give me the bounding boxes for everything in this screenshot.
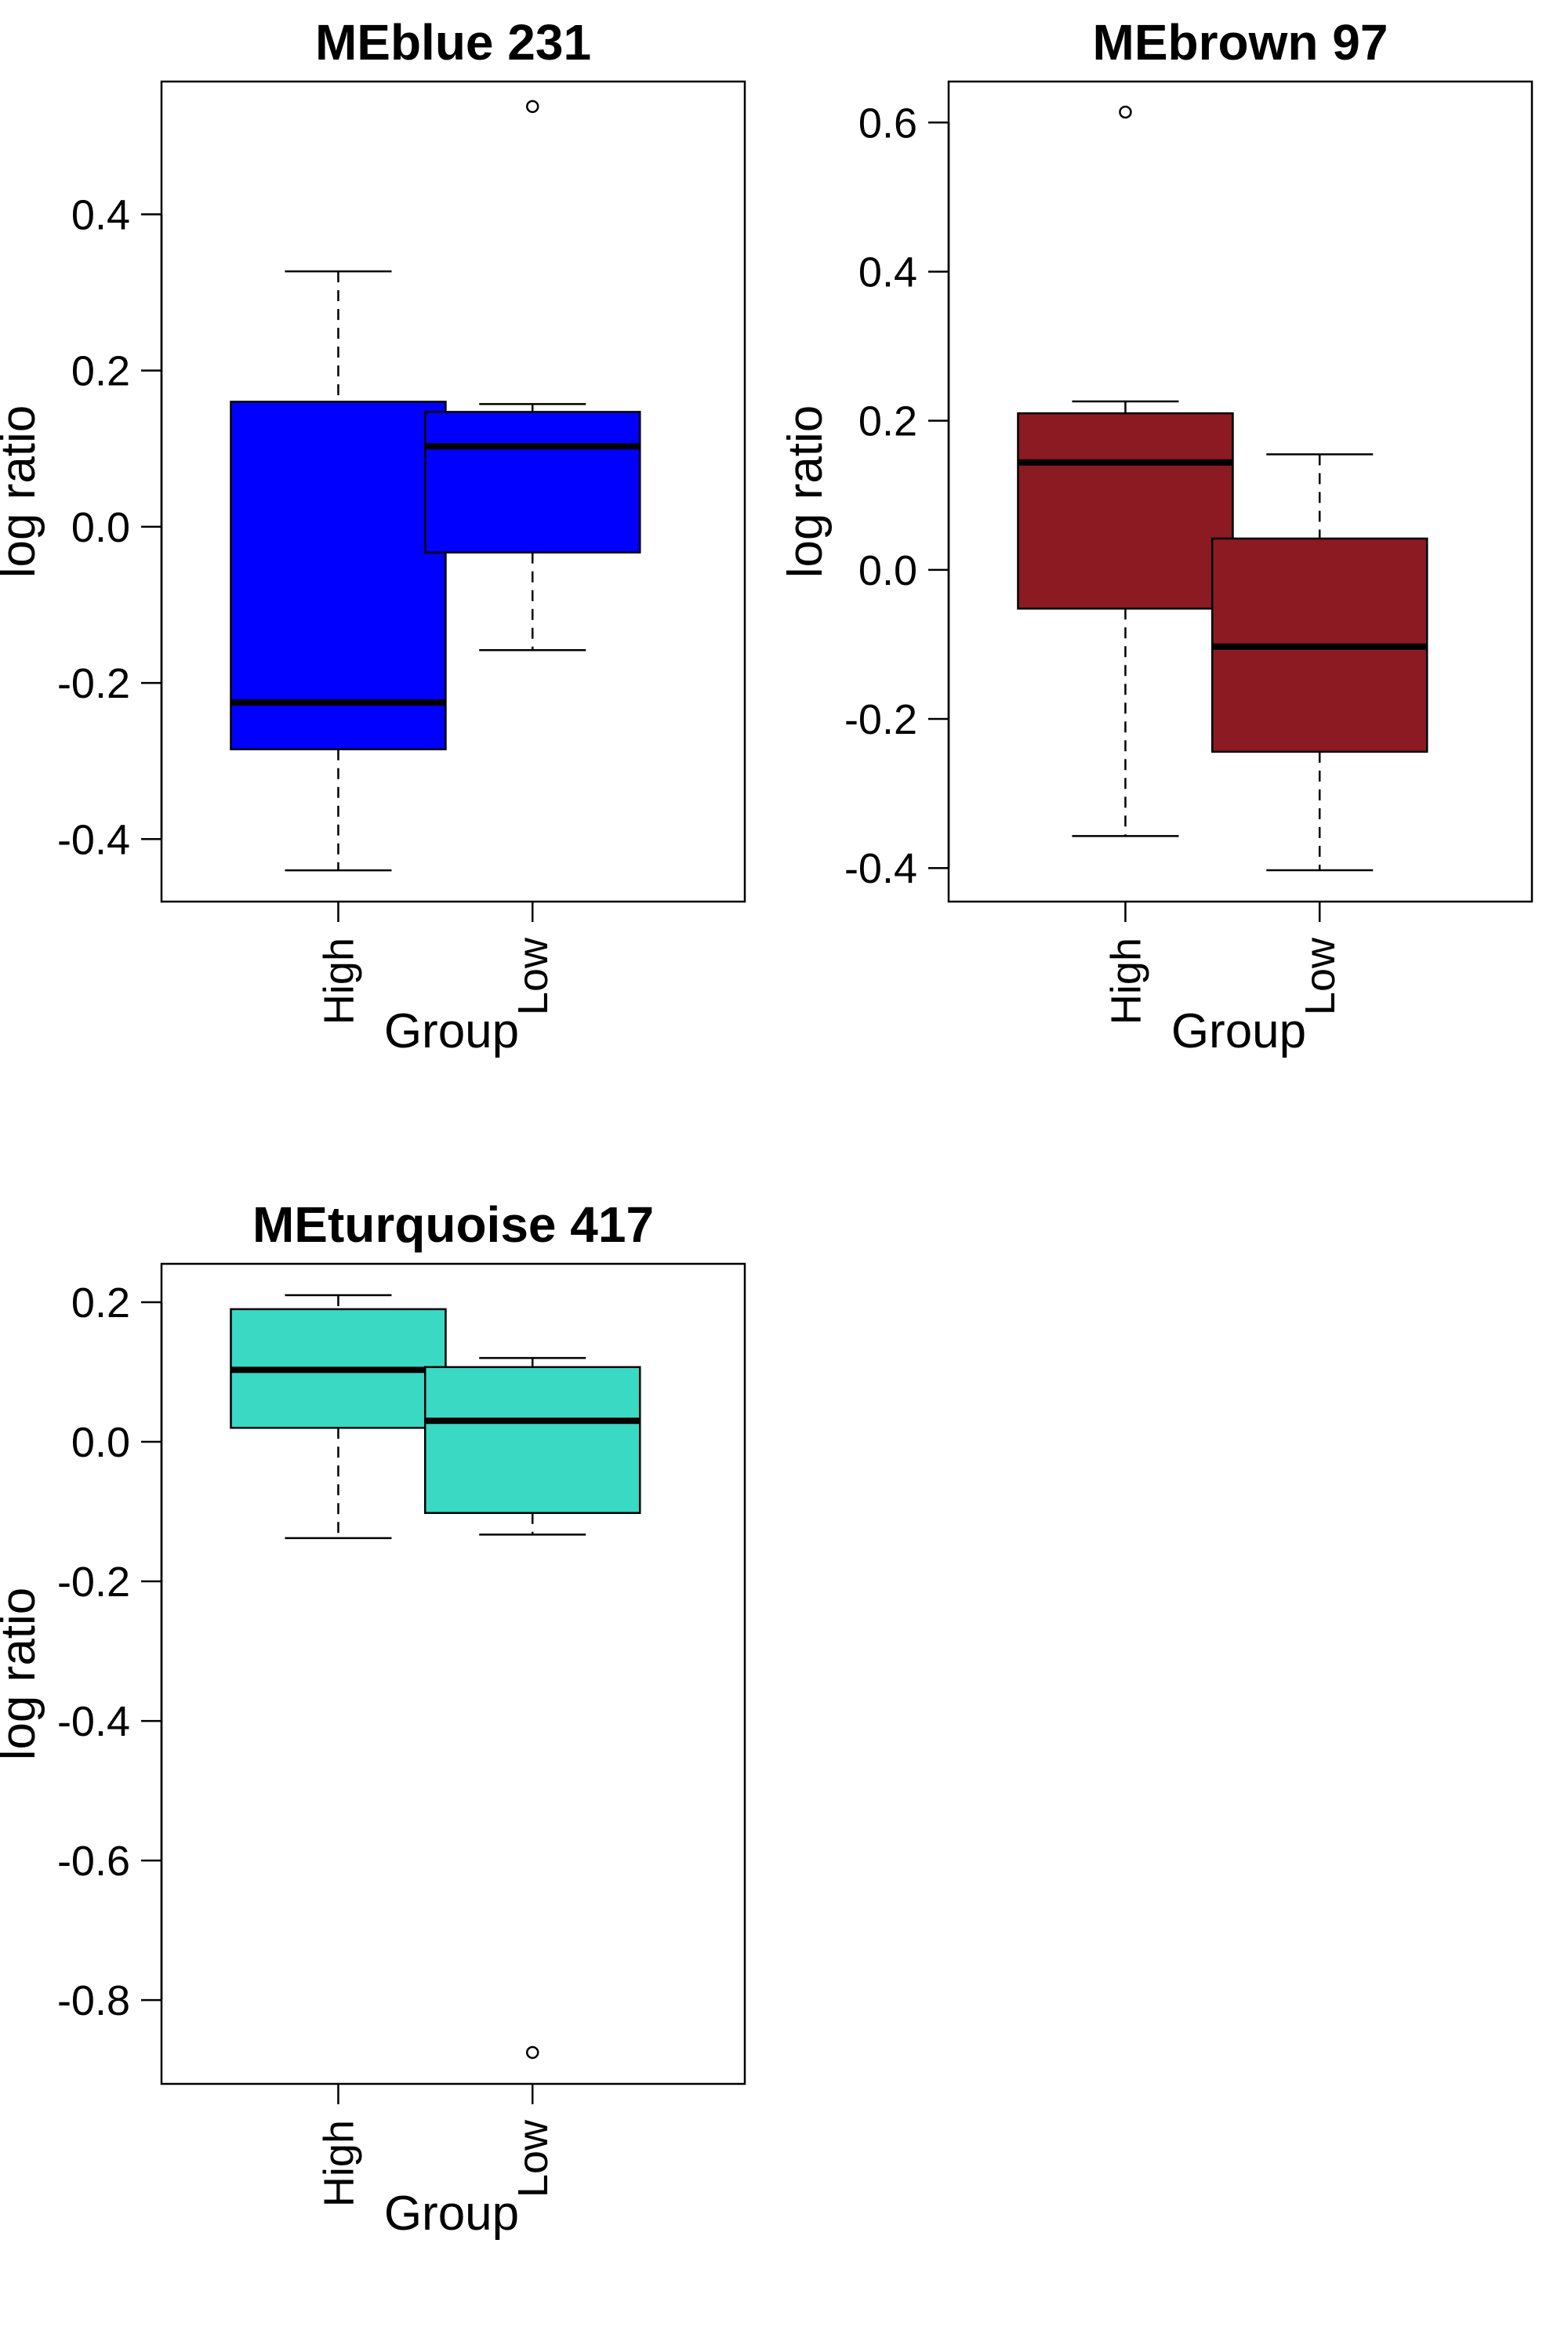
x-axis-label: Group xyxy=(384,2187,519,2241)
iqr-box xyxy=(423,411,641,554)
x-axis-label: Group xyxy=(1171,1004,1306,1058)
x-tick-label: High xyxy=(315,2120,362,2207)
y-tick-label: -0.4 xyxy=(57,1698,130,1745)
x-tick-label: High xyxy=(1102,938,1149,1025)
y-tick-label: 0.4 xyxy=(858,249,917,296)
outlier-point xyxy=(525,2045,539,2060)
chart-title: MEblue 231 xyxy=(315,14,591,71)
plot-frame xyxy=(947,80,1534,903)
box-high xyxy=(230,1294,447,1540)
x-tick-label: Low xyxy=(1297,937,1344,1015)
plot-frame xyxy=(160,80,746,903)
y-tick-label: 0.0 xyxy=(858,547,917,594)
y-tick-label: -0.4 xyxy=(844,845,917,892)
y-axis-label: log ratio xyxy=(0,405,45,579)
chart-title: MEbrown 97 xyxy=(1093,14,1388,71)
plot-frame xyxy=(160,1262,746,2085)
chart-panel-2: MEturquoise 417 -0.8 -0.6 -0.4 -0.2 0.0 0.2 log… xyxy=(0,1196,746,2241)
y-tick-label: 0.2 xyxy=(71,348,130,395)
x-tick-label: Low xyxy=(510,937,557,1015)
iqr-box xyxy=(423,1366,641,1515)
outlier-point xyxy=(1119,105,1132,119)
chart-panel-0: MEblue 231 -0.4 -0.2 0.0 0.2 0.4 log ratio High… xyxy=(0,14,746,1058)
y-axis-label: log ratio xyxy=(779,405,833,579)
y-tick-label: -0.6 xyxy=(57,1838,130,1885)
iqr-box xyxy=(230,401,447,750)
x-tick-label: High xyxy=(315,938,362,1025)
y-axis-label: log ratio xyxy=(0,1588,45,1761)
x-axis-label: Group xyxy=(384,1004,519,1058)
y-tick-label: 0.0 xyxy=(71,1419,130,1466)
box-low xyxy=(1210,453,1428,872)
box-high xyxy=(1017,105,1234,837)
box-low xyxy=(423,1356,641,2060)
y-tick-label: -0.2 xyxy=(844,696,917,743)
y-tick-label: -0.2 xyxy=(57,660,130,707)
chart-title: MEturquoise 417 xyxy=(252,1196,654,1253)
chart-panel-1: MEbrown 97 -0.4 -0.2 0.0 0.2 0.4 0.6 log ratio H… xyxy=(779,14,1534,1058)
box-low xyxy=(423,100,641,652)
iqr-box xyxy=(1017,412,1234,610)
y-tick-label: 0.0 xyxy=(71,504,130,551)
y-tick-label: 0.4 xyxy=(71,191,130,238)
x-tick-label: Low xyxy=(510,2119,557,2198)
box-high xyxy=(230,270,447,872)
y-tick-label: -0.4 xyxy=(57,816,130,863)
y-tick-label: 0.6 xyxy=(858,100,917,147)
y-tick-label: -0.2 xyxy=(57,1559,130,1606)
y-tick-label: 0.2 xyxy=(858,398,917,445)
y-tick-label: -0.8 xyxy=(57,1977,130,2024)
outlier-point xyxy=(525,100,539,114)
y-tick-label: 0.2 xyxy=(71,1279,130,1327)
